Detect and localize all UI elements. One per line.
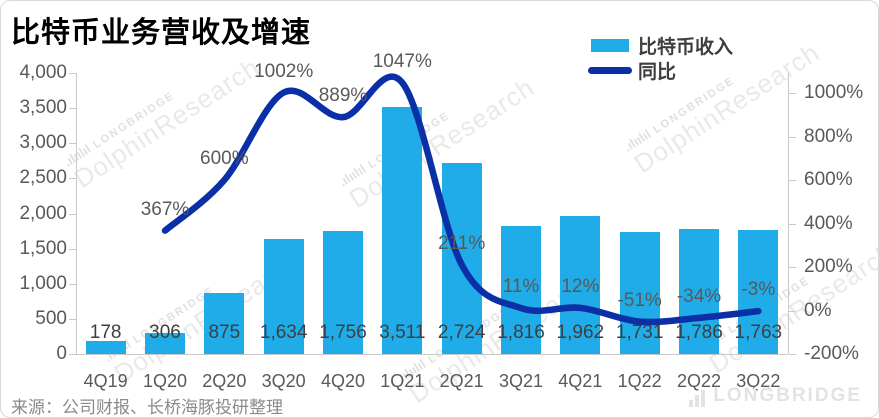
bar-value-label: 1,786	[675, 322, 723, 343]
left-axis-tick	[69, 283, 76, 285]
x-axis-label: 3Q20	[261, 371, 306, 391]
bar-value-label: 1,756	[319, 322, 367, 343]
x-axis-label: 1Q22	[617, 371, 662, 391]
bar-value-label: 3,511	[379, 322, 426, 343]
x-axis-label: 3Q22	[736, 371, 781, 391]
bar-value-label: 1,816	[497, 322, 545, 343]
legend-item-bitcoin-revenue: 比特币收入	[591, 33, 733, 58]
x-axis-label: 3Q21	[498, 371, 544, 391]
chart-title: 比特币业务营收及增速	[11, 17, 312, 49]
yoy-point-label: 367%	[140, 198, 190, 220]
legend-bar-label: 比特币收入	[638, 37, 734, 58]
yoy-point-label: -3%	[741, 279, 776, 301]
x-axis-label: 4Q20	[320, 371, 366, 391]
left-axis-tick-label: 1,000	[19, 272, 67, 294]
yoy-point-label: 12%	[561, 275, 600, 297]
left-axis-tick	[69, 73, 76, 74]
bar-value-label: 2,724	[437, 322, 486, 343]
x-axis-label: 4Q21	[558, 371, 603, 391]
bar	[619, 232, 660, 354]
yoy-point-label: 889%	[318, 85, 368, 107]
right-axis-tick-label: 600%	[804, 169, 853, 190]
right-axis-tick	[789, 267, 796, 268]
source-note: 来源：公司财报、长桥海豚投研整理	[11, 398, 283, 417]
bar-value-label: 1,731	[615, 322, 664, 343]
legend-item-yoy: 同比	[588, 58, 733, 83]
right-axis-line	[788, 73, 789, 354]
right-axis-tick-label: 0%	[804, 299, 832, 321]
yoy-point-label: -51%	[617, 289, 662, 311]
bar	[501, 226, 541, 354]
left-axis-tick	[69, 108, 76, 110]
legend: 比特币收入 同比	[588, 33, 733, 83]
right-axis-tick-label: 400%	[804, 212, 853, 234]
longbridge-logo: LONGBRIDGE	[689, 385, 862, 407]
x-axis-label: 2Q21	[439, 371, 484, 391]
left-axis-tick	[69, 143, 76, 145]
right-axis-tick	[789, 354, 796, 355]
yoy-point-label: 1047%	[372, 50, 432, 72]
legend-line-swatch-icon	[588, 67, 632, 74]
bar	[145, 332, 185, 354]
right-axis-tick	[789, 93, 796, 94]
bar	[323, 230, 363, 354]
yoy-point-label: -34%	[676, 285, 722, 307]
bar-value-label: 178	[89, 322, 122, 343]
right-axis-tick	[789, 180, 796, 181]
x-axis-label: 4Q19	[83, 371, 128, 391]
x-axis-label: 1Q21	[380, 371, 425, 391]
left-axis-tick-label: 0	[56, 343, 67, 364]
left-axis-tick	[69, 178, 76, 180]
bar-chart-icon	[689, 390, 707, 407]
left-axis-tick	[69, 248, 76, 250]
x-axis-line	[76, 354, 788, 355]
left-axis-tick-label: 500	[35, 307, 67, 329]
right-axis-tick-label: 1000%	[804, 82, 864, 103]
left-axis-tick	[69, 354, 76, 355]
legend-bar-swatch-icon	[591, 39, 629, 52]
left-axis-tick-label: 4,000	[19, 62, 67, 83]
right-axis-tick	[789, 310, 796, 312]
left-axis-tick	[69, 213, 76, 215]
left-axis-line	[76, 73, 77, 354]
bar	[560, 216, 601, 354]
x-axis-label: 2Q20	[202, 371, 247, 391]
right-axis-tick	[789, 136, 796, 138]
bar-value-label: 875	[208, 322, 241, 343]
left-axis-tick-label: 1,500	[19, 237, 67, 259]
left-axis-tick-label: 2,000	[19, 202, 67, 224]
bar-value-label: 1,962	[556, 322, 605, 343]
right-axis-tick-label: 800%	[804, 125, 853, 147]
bar	[679, 228, 719, 354]
bar	[263, 239, 304, 354]
bar	[382, 107, 423, 354]
yoy-point-label: 600%	[200, 148, 249, 169]
longbridge-logo-text: LONGBRIDGE	[713, 385, 862, 406]
yoy-point-label: 1002%	[254, 60, 314, 82]
x-axis-label: 1Q20	[142, 371, 188, 391]
left-axis-tick-label: 3,000	[19, 132, 67, 154]
right-axis-tick	[789, 223, 796, 225]
yoy-point-label: 211%	[438, 232, 486, 254]
x-axis-label: 2Q22	[676, 371, 722, 391]
bar-value-label: 1,763	[734, 322, 783, 343]
bar	[738, 230, 779, 354]
bar	[204, 292, 245, 354]
left-axis-tick-label: 2,500	[19, 167, 67, 189]
right-axis-tick-label: 200%	[804, 256, 853, 277]
yoy-point-label: 11%	[502, 276, 540, 298]
bar-value-label: 306	[149, 322, 181, 343]
bar-value-label: 1,634	[259, 322, 308, 343]
legend-yoy-label: 同比	[638, 62, 677, 83]
bar	[85, 341, 126, 354]
left-axis-tick	[69, 318, 76, 320]
right-axis-tick-label: -200%	[804, 343, 859, 364]
left-axis-tick-label: 3,500	[19, 97, 67, 119]
